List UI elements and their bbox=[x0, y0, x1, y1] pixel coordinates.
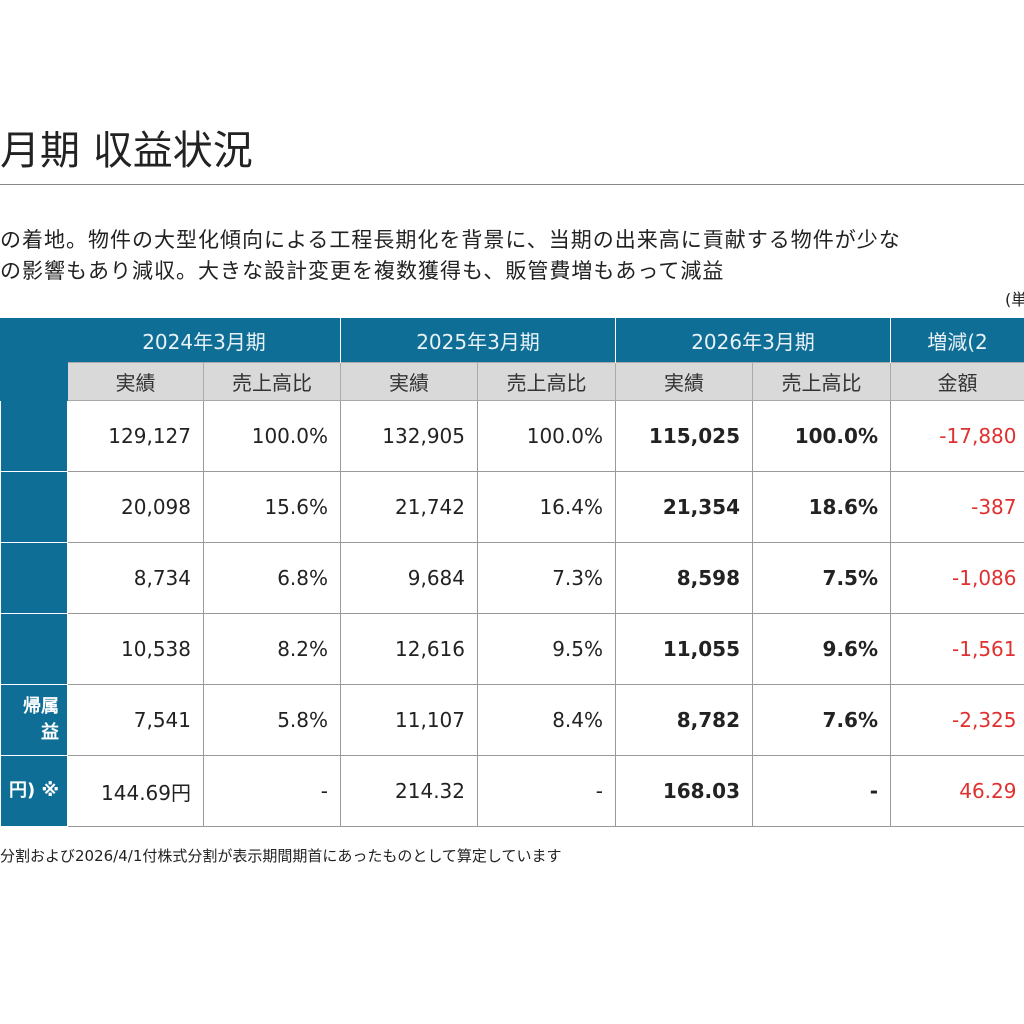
data-row: 円) ※ 144.69円 -214.32-168.03-46.29 bbox=[0, 755, 1024, 827]
row-label: 帰属益 bbox=[0, 684, 68, 756]
data-cell: 21,354 bbox=[615, 471, 753, 543]
data-cell: 46.29 bbox=[890, 755, 1024, 827]
data-cell: 115,025 bbox=[615, 400, 753, 472]
row-label bbox=[0, 613, 68, 685]
subheader: 実績 bbox=[615, 362, 753, 401]
data-cell: 144.69円 bbox=[67, 755, 204, 827]
description-line: の着地。物件の大型化傾向による工程長期化を背景に、当期の出来高に貢献する物件が少… bbox=[0, 228, 901, 252]
footnote: 分割および2026/4/1付株式分割が表示期間期首にあったものとして算定していま… bbox=[0, 847, 562, 865]
data-cell: 20,098 bbox=[67, 471, 204, 543]
data-cell: -1,561 bbox=[890, 613, 1024, 685]
data-cell: -1,086 bbox=[890, 542, 1024, 614]
subheader-row: 実績 売上高比 実績 売上高比 実績 売上高比 金額 bbox=[0, 362, 1024, 401]
data-cell: 18.6% bbox=[752, 471, 891, 543]
row-label: 円) ※ bbox=[0, 755, 68, 827]
data-cell: - bbox=[203, 755, 341, 827]
data-cell: 12,616 bbox=[340, 613, 478, 685]
data-cell: 11,107 bbox=[340, 684, 478, 756]
header-row: 2024年3月期 2025年3月期 2026年3月期 増減(2 bbox=[0, 318, 1024, 363]
data-row: 129,127 100.0% 132,905 100.0% 115,025 100.0% -… bbox=[0, 400, 1024, 472]
data-cell: 8,782 bbox=[615, 684, 753, 756]
subheader: 実績 bbox=[340, 362, 478, 401]
data-cell: 7.6% bbox=[752, 684, 891, 756]
data-cell: 9.5% bbox=[477, 613, 616, 685]
data-cell: 129,127 bbox=[67, 400, 204, 472]
data-row: 10,538 8.2% 12,616 9.5% 11,055 9.6% -1,561 bbox=[0, 613, 1024, 685]
data-cell: 7.3% bbox=[477, 542, 616, 614]
description-line: の影響もあり減収。大きな設計変更を複数獲得も、販管費増もあって減益 bbox=[0, 259, 725, 283]
data-cell: 8,734 bbox=[67, 542, 204, 614]
results-table: 2024年3月期 2025年3月期 2026年3月期 増減(2 実績 売上高比 実績 売上高比… bbox=[0, 318, 1024, 827]
page-title: 月期 収益状況 bbox=[0, 128, 253, 174]
data-cell: -387 bbox=[890, 471, 1024, 543]
data-cell: - bbox=[752, 755, 891, 827]
data-row: 20,098 15.6% 21,742 16.4% 21,354 18.6% -387 bbox=[0, 471, 1024, 543]
data-cell: 21,742 bbox=[340, 471, 478, 543]
period-header: 2024年3月期 bbox=[67, 318, 341, 363]
period-header: 2025年3月期 bbox=[340, 318, 616, 363]
unit-note: (単 bbox=[1005, 290, 1024, 309]
subheader: 実績 bbox=[67, 362, 204, 401]
data-cell: -2,325 bbox=[890, 684, 1024, 756]
row-label bbox=[0, 471, 68, 543]
divider bbox=[0, 184, 1024, 185]
data-row: 8,734 6.8% 9,684 7.3% 8,598 7.5% -1,086 bbox=[0, 542, 1024, 614]
data-cell: 8.2% bbox=[203, 613, 341, 685]
subheader: 金額 bbox=[890, 362, 1024, 401]
data-cell: 7.5% bbox=[752, 542, 891, 614]
period-header: 2026年3月期 bbox=[615, 318, 891, 363]
data-cell: 10,538 bbox=[67, 613, 204, 685]
data-cell: 100.0% bbox=[203, 400, 341, 472]
data-cell: 132,905 bbox=[340, 400, 478, 472]
data-cell: - bbox=[477, 755, 616, 827]
data-cell: 15.6% bbox=[203, 471, 341, 543]
row-label-line: 円) ※ bbox=[9, 780, 59, 801]
data-cell: 11,055 bbox=[615, 613, 753, 685]
data-cell: 5.8% bbox=[203, 684, 341, 756]
data-row: 帰属益 7,541 5.8% 11,107 8.4% 8,782 7.6% -2,325 bbox=[0, 684, 1024, 756]
data-cell: 214.32 bbox=[340, 755, 478, 827]
data-cell: 8.4% bbox=[477, 684, 616, 756]
data-cell: 9,684 bbox=[340, 542, 478, 614]
subheader: 売上高比 bbox=[477, 362, 616, 401]
subheader: 売上高比 bbox=[752, 362, 891, 401]
data-cell: -17,880 bbox=[890, 400, 1024, 472]
row-label-line: 帰属 bbox=[23, 696, 59, 717]
row-label bbox=[0, 400, 68, 472]
corner-cell bbox=[0, 318, 68, 363]
corner-cell bbox=[0, 362, 68, 401]
data-cell: 100.0% bbox=[477, 400, 616, 472]
period-header: 増減(2 bbox=[890, 318, 1024, 363]
data-cell: 168.03 bbox=[615, 755, 753, 827]
data-cell: 9.6% bbox=[752, 613, 891, 685]
data-cell: 100.0% bbox=[752, 400, 891, 472]
data-cell: 6.8% bbox=[203, 542, 341, 614]
row-label bbox=[0, 542, 68, 614]
data-cell: 8,598 bbox=[615, 542, 753, 614]
row-label-line: 益 bbox=[41, 722, 59, 743]
data-cell: 7,541 bbox=[67, 684, 204, 756]
data-cell: 16.4% bbox=[477, 471, 616, 543]
subheader: 売上高比 bbox=[203, 362, 341, 401]
